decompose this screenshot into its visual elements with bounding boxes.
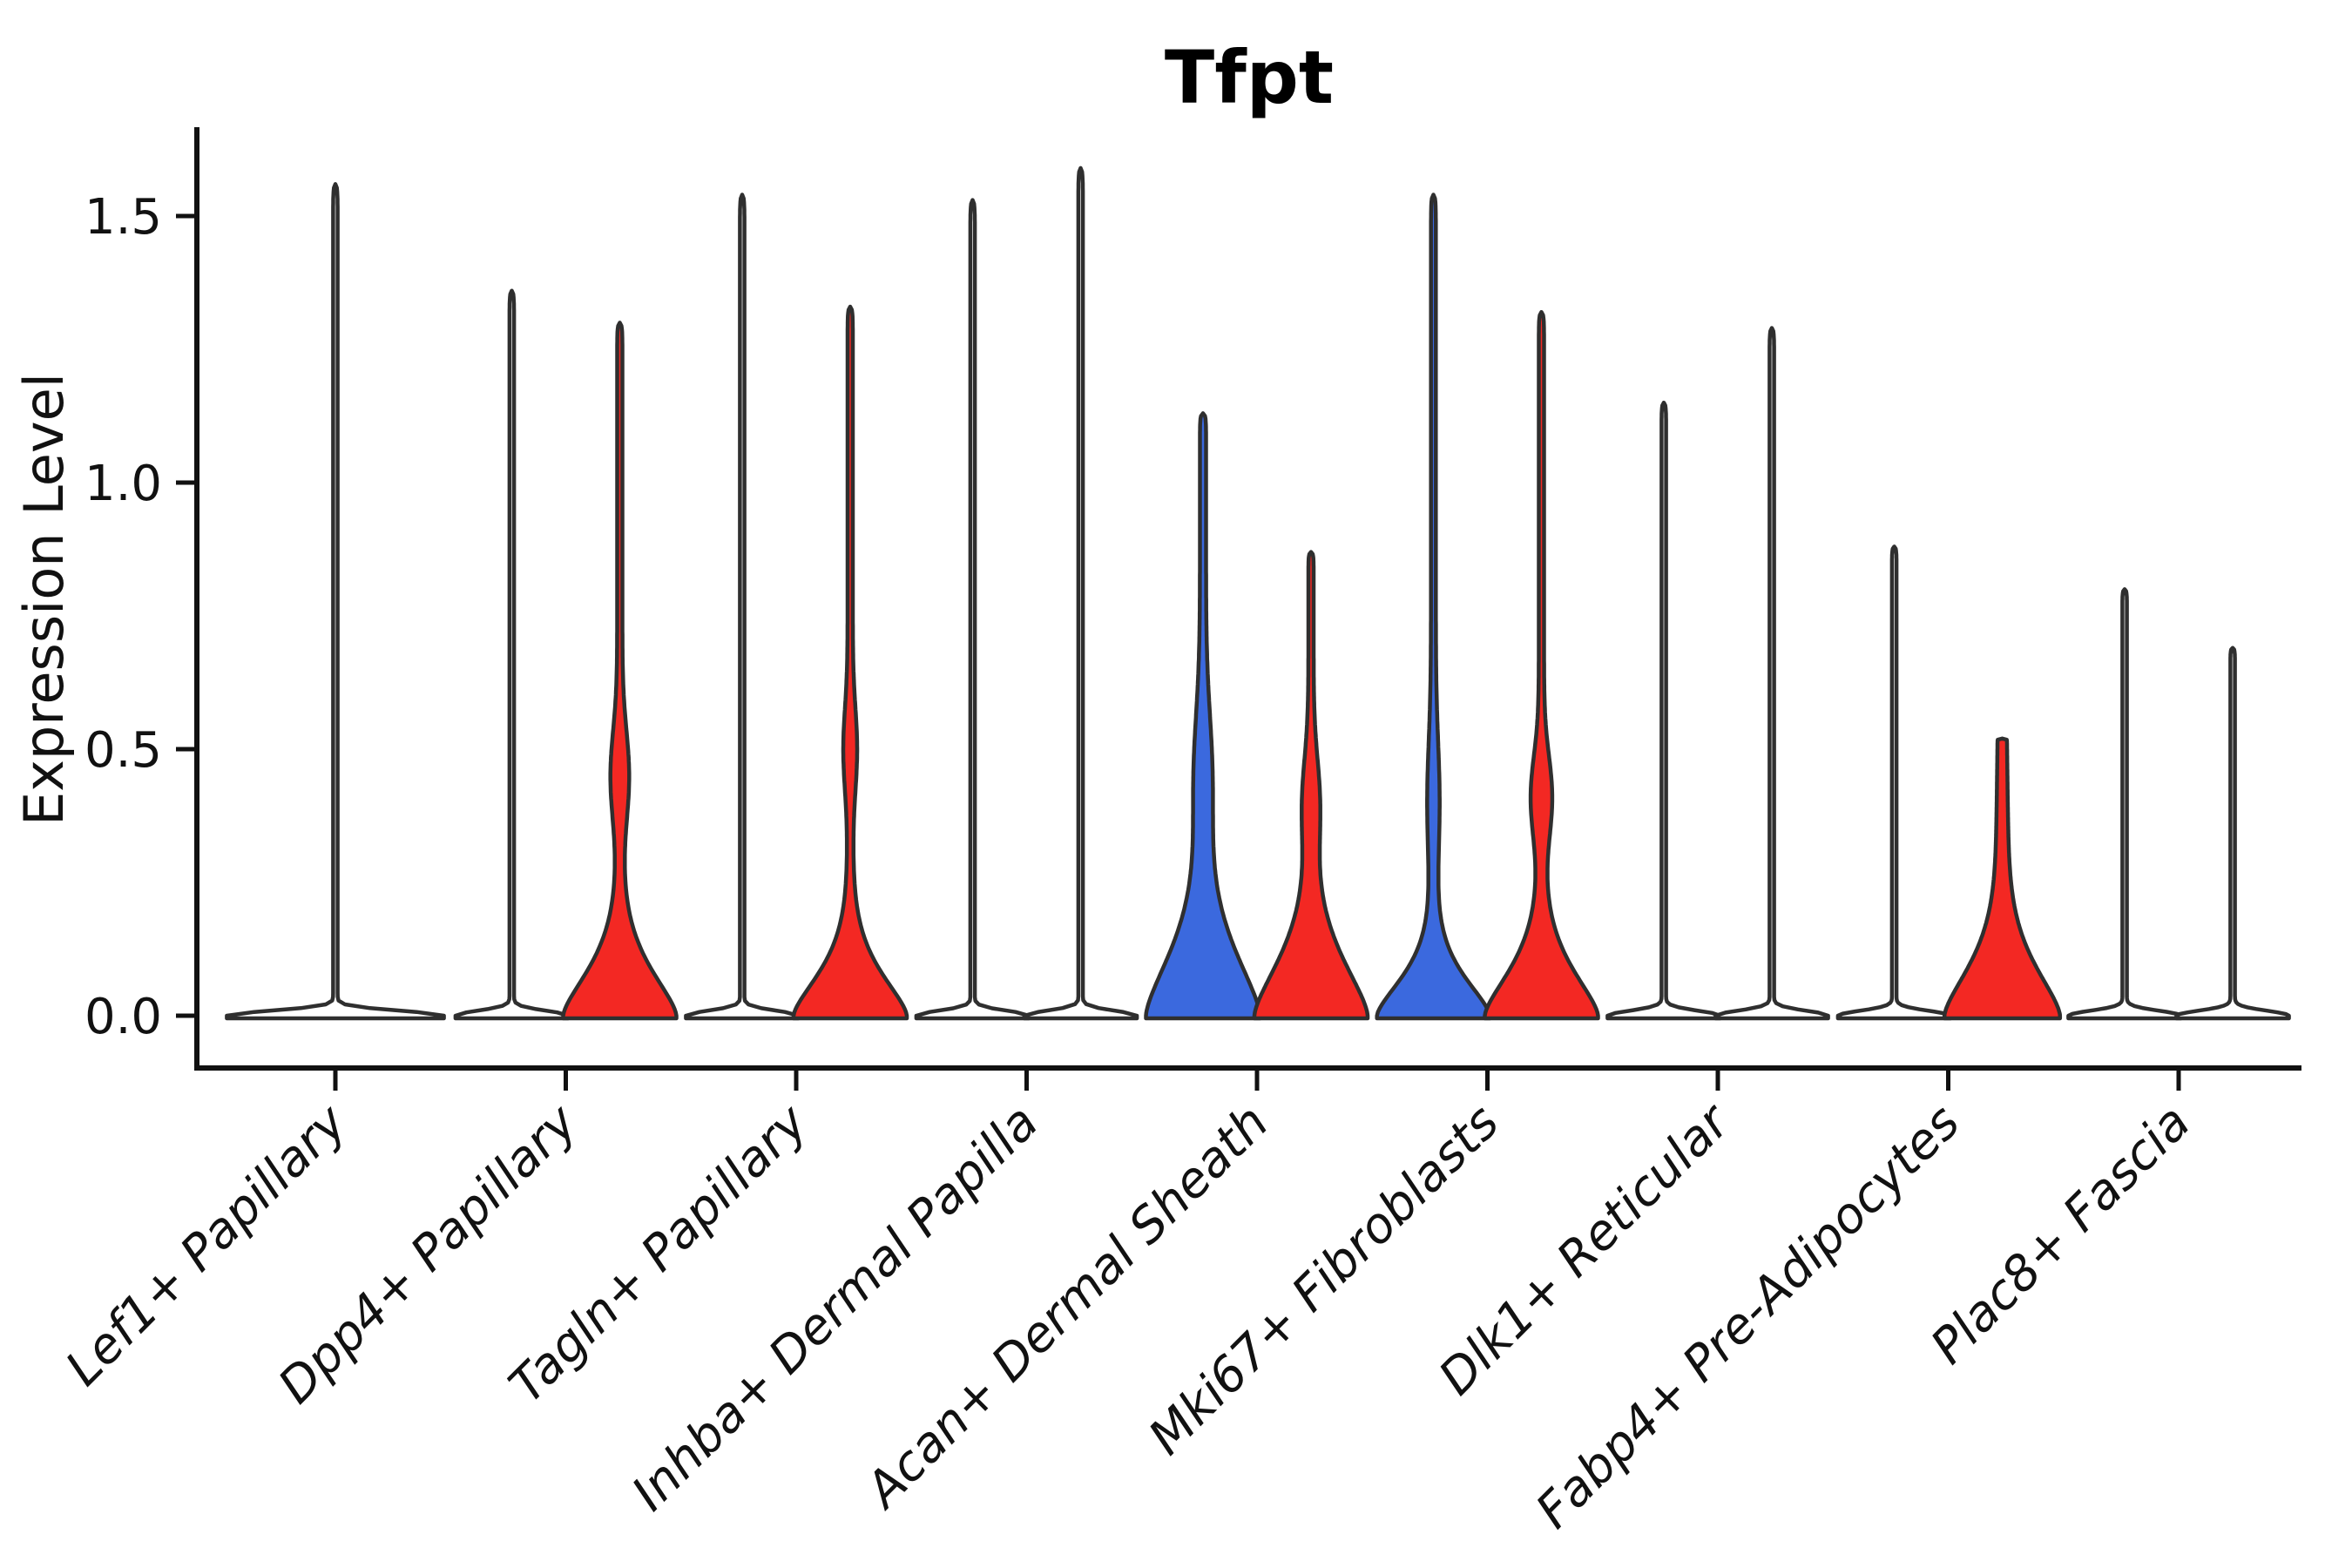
violin-dlk1-reticular-right [1713,326,1830,1021]
violin-plac8-fascia-right [2174,645,2291,1021]
violin-acan-dermal-sheath-right [1252,550,1370,1021]
y-tick-label: 0.0 [84,989,162,1045]
y-tick-label: 1.5 [84,189,162,246]
violin-tagln-papillary-left [684,193,801,1021]
violin-inhba-dermal-papilla-left [914,198,1031,1021]
violin-tagln-papillary-right [791,304,909,1021]
plot-title: Tfpt [1165,35,1334,120]
violin-dpp4-papillary-right [561,321,679,1021]
violin-fabp4-pre-adipocytes-left [1835,544,1953,1021]
violin-acan-dermal-sheath-left [1144,411,1262,1021]
violin-layer [225,166,2291,1021]
violin-dpp4-papillary-left [453,288,571,1021]
violin-plac8-fascia-left [2066,587,2183,1021]
violin-lef1-papillary-single [225,182,446,1021]
violin-dlk1-reticular-left [1605,400,1722,1021]
axes-layer [176,127,2301,1091]
y-axis-label: Expression Level [12,373,76,826]
violin-mki67-fibroblasts-right [1483,309,1600,1021]
violin-fabp4-pre-adipocytes-right [1942,736,2063,1021]
y-tick-label: 0.5 [84,722,162,779]
y-tick-label: 1.0 [84,456,162,512]
violin-inhba-dermal-papilla-right [1022,166,1139,1021]
violin-mki67-fibroblasts-left [1375,193,1492,1021]
